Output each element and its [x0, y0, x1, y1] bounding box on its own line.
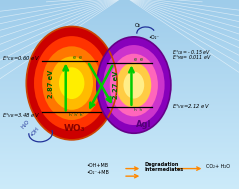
Ellipse shape — [59, 67, 84, 99]
Text: Degradation: Degradation — [145, 162, 179, 167]
Text: O₂: O₂ — [134, 23, 141, 28]
Ellipse shape — [34, 36, 109, 130]
Text: •OH+MB: •OH+MB — [86, 163, 108, 168]
Text: WO₃: WO₃ — [63, 124, 85, 133]
Ellipse shape — [26, 26, 117, 140]
Ellipse shape — [110, 54, 158, 116]
Text: 2.27 eV: 2.27 eV — [113, 71, 119, 99]
Text: 2.87 eV: 2.87 eV — [48, 70, 54, 98]
Text: •O₂⁻: •O₂⁻ — [149, 35, 160, 40]
Text: $E°_{VB}$=2.12 eV: $E°_{VB}$=2.12 eV — [172, 102, 210, 111]
Ellipse shape — [103, 45, 165, 125]
Text: CO₂+ H₂O: CO₂+ H₂O — [206, 164, 229, 169]
Text: e  e: e e — [134, 57, 143, 62]
Text: H₂O: H₂O — [20, 119, 30, 129]
Text: •O₂⁻+MB: •O₂⁻+MB — [86, 170, 109, 175]
Text: e  e: e e — [73, 55, 82, 60]
Ellipse shape — [116, 62, 151, 108]
Ellipse shape — [97, 37, 171, 133]
Text: Intermediates: Intermediates — [145, 167, 184, 172]
Text: •OH: •OH — [29, 126, 40, 138]
Ellipse shape — [42, 46, 101, 120]
Text: $E°_{MB}$= 0.011 eV: $E°_{MB}$= 0.011 eV — [172, 53, 212, 62]
Text: h' h' h': h' h' h' — [69, 113, 84, 117]
Ellipse shape — [50, 57, 93, 110]
Text: $E°_{VB}$=3.48 eV: $E°_{VB}$=3.48 eV — [2, 111, 40, 120]
Text: $E°_{CB}$= - 0.15 eV: $E°_{CB}$= - 0.15 eV — [172, 48, 212, 57]
Text: $E°_{CB}$=0.60 eV: $E°_{CB}$=0.60 eV — [2, 54, 40, 63]
Ellipse shape — [124, 72, 144, 98]
Text: AgI: AgI — [136, 120, 151, 129]
Text: h  h: h h — [135, 108, 143, 112]
